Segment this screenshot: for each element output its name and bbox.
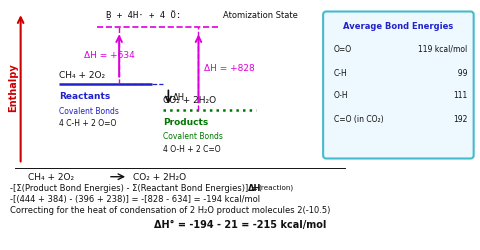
Text: -[(444 + 384) - (396 + 238)] = -[828 - 634] = -194 kcal/mol: -[(444 + 384) - (396 + 238)] = -[828 - 6… (10, 195, 260, 204)
FancyBboxPatch shape (323, 12, 474, 158)
Text: 4 C-H + 2 O=O: 4 C-H + 2 O=O (59, 120, 116, 128)
Text: (reaction): (reaction) (258, 184, 293, 191)
Text: -[Σ(Product Bond Energies) - Σ(Reactant Bond Energies)] =: -[Σ(Product Bond Energies) - Σ(Reactant … (10, 184, 261, 193)
Text: ΔH° = -194 - 21 = -215 kcal/mol: ΔH° = -194 - 21 = -215 kcal/mol (154, 220, 326, 230)
Text: Covalent Bonds: Covalent Bonds (163, 132, 223, 141)
Text: Enthalpy: Enthalpy (8, 63, 18, 112)
Text: Atomization State: Atomization State (223, 11, 298, 20)
Text: ΔH = +828: ΔH = +828 (204, 64, 255, 73)
Text: ΔH: ΔH (248, 184, 262, 193)
Text: Covalent Bonds: Covalent Bonds (59, 107, 119, 116)
Text: C=O (in CO₂): C=O (in CO₂) (334, 115, 384, 124)
Text: ΔH = +634: ΔH = +634 (84, 51, 134, 60)
Text: Ḇ + 4H· + 4 Ö:: Ḇ + 4H· + 4 Ö: (106, 10, 181, 20)
Text: CO₂ + 2H₂O: CO₂ + 2H₂O (163, 96, 216, 105)
Text: Average Bond Energies: Average Bond Energies (343, 22, 454, 31)
Text: CO₂ + 2H₂O: CO₂ + 2H₂O (133, 173, 186, 182)
Text: 119 kcal/mol: 119 kcal/mol (418, 44, 468, 54)
Text: Correcting for the heat of condensation of 2 H₂O product molecules 2(-10.5): Correcting for the heat of condensation … (10, 206, 330, 215)
Text: 4 O-H + 2 C=O: 4 O-H + 2 C=O (163, 145, 220, 154)
Text: CH₄ + 2O₂: CH₄ + 2O₂ (59, 70, 105, 80)
Text: O=O: O=O (334, 44, 352, 54)
Text: CH₄ + 2O₂: CH₄ + 2O₂ (28, 173, 74, 182)
Text: Products: Products (163, 118, 208, 127)
Text: 99: 99 (453, 68, 468, 78)
Text: 192: 192 (453, 115, 468, 124)
Text: ΔH: ΔH (172, 92, 185, 102)
Text: Reactants: Reactants (59, 92, 110, 101)
Text: 111: 111 (453, 91, 468, 100)
Text: O-H: O-H (334, 91, 348, 100)
Text: C-H: C-H (334, 68, 348, 78)
